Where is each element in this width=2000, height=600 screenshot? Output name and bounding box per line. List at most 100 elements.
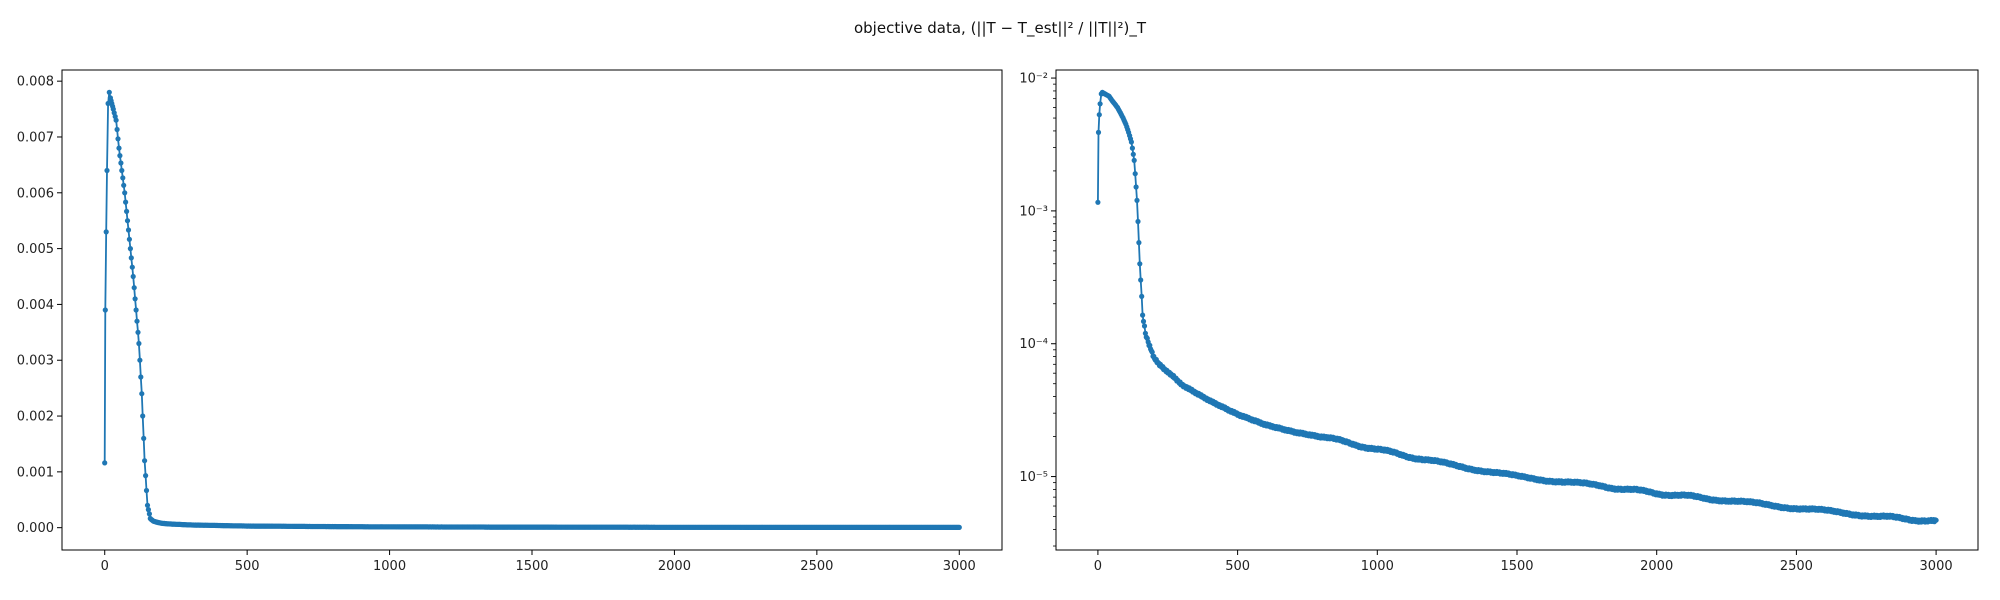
data-point <box>123 199 129 205</box>
linear-series-marks <box>102 89 962 531</box>
data-point <box>122 190 128 196</box>
x-tick-label: 500 <box>235 559 260 574</box>
figure-title: objective data, (||T − T_est||² / ||T||²… <box>854 19 1147 38</box>
data-point <box>1134 197 1140 203</box>
data-point <box>1132 171 1138 177</box>
data-point <box>1131 157 1137 163</box>
data-point <box>1095 199 1101 205</box>
x-tick-label: 2000 <box>658 559 691 574</box>
data-point <box>116 145 122 151</box>
data-point <box>141 435 147 441</box>
data-point <box>1138 277 1144 283</box>
y-tick-label: 10⁻² <box>1019 72 1048 87</box>
y-tick-label: 10⁻⁴ <box>1019 337 1048 352</box>
data-point <box>1137 261 1143 267</box>
data-point <box>145 507 151 513</box>
data-point <box>1097 101 1103 107</box>
data-point <box>127 246 133 252</box>
linear-x-ticks: 0 500 1000 1500 2000 2500 3000 <box>101 550 976 574</box>
x-tick-label: 1500 <box>515 559 548 574</box>
data-point <box>1141 323 1148 329</box>
data-point <box>1149 349 1155 355</box>
x-tick-label: 500 <box>1225 559 1250 574</box>
data-point <box>956 524 962 531</box>
data-point <box>1133 184 1139 190</box>
data-point <box>126 236 132 242</box>
data-point <box>103 229 109 235</box>
series-line <box>103 92 960 529</box>
series-line <box>1097 91 1937 525</box>
data-point <box>1096 112 1102 118</box>
data-point <box>1095 129 1102 135</box>
data-point <box>128 255 134 261</box>
x-tick-label: 1000 <box>1361 559 1394 574</box>
data-point <box>124 208 130 214</box>
data-point <box>144 502 151 508</box>
data-point <box>113 117 119 123</box>
data-point <box>114 126 120 133</box>
data-point <box>134 318 140 324</box>
data-point <box>1135 218 1141 225</box>
x-tick-label: 3000 <box>1920 559 1953 574</box>
x-tick-label: 2500 <box>800 559 833 574</box>
linear-axes-frame <box>61 69 1003 551</box>
y-tick-label: 0.002 <box>17 410 54 425</box>
x-tick-label: 1000 <box>373 559 406 574</box>
data-point <box>138 374 144 380</box>
data-point <box>146 511 152 517</box>
data-point <box>129 264 135 270</box>
data-point <box>136 340 142 347</box>
linear-scale-chart: 0 500 1000 1500 2000 2500 3000 0.000 0.001 0.002… <box>17 69 1003 574</box>
y-tick-label: 0.004 <box>17 298 54 313</box>
log-scale-chart: 0 500 1000 1500 2000 2500 3000 10⁻⁵10⁻⁴10⁻³10⁻… <box>1019 69 1979 574</box>
data-point <box>124 218 131 224</box>
data-point <box>1136 240 1142 246</box>
data-point <box>106 89 112 95</box>
y-tick-label: 0.006 <box>17 186 54 201</box>
data-point <box>1128 139 1134 145</box>
data-point <box>1933 517 1939 523</box>
data-point <box>118 160 124 166</box>
x-tick-label: 3000 <box>943 559 976 574</box>
data-point <box>121 182 127 188</box>
data-point <box>1139 293 1145 299</box>
data-point <box>1140 318 1147 324</box>
x-tick-label: 2500 <box>1780 559 1813 574</box>
data-point <box>137 357 143 363</box>
figure-title-prefix: objective data, <box>854 19 971 37</box>
y-tick-label: 10⁻³ <box>1019 204 1048 219</box>
y-tick-label: 0.003 <box>17 354 54 369</box>
x-tick-label: 1500 <box>1500 559 1533 574</box>
data-point <box>102 307 108 313</box>
data-point <box>133 307 139 313</box>
data-point <box>132 296 138 302</box>
y-tick-label: 0.001 <box>17 465 54 480</box>
y-tick-label: 0.007 <box>17 130 54 145</box>
linear-y-ticks: 0.000 0.001 0.002 0.003 0.004 0.005 0.006 0.007… <box>17 75 62 536</box>
data-point <box>119 167 125 174</box>
log-axes-frame <box>1055 69 1979 551</box>
log-y-ticks: 10⁻⁵ 10⁻⁴ 10⁻³ 10⁻² <box>1019 72 1056 547</box>
data-point <box>104 167 110 174</box>
data-point <box>125 227 132 233</box>
y-tick-label: 0.008 <box>17 75 54 90</box>
y-tick-label: 10⁻⁵ <box>1019 470 1048 485</box>
data-point <box>1140 312 1146 318</box>
data-point <box>140 413 146 419</box>
data-point <box>1130 151 1136 157</box>
data-point <box>115 136 121 142</box>
data-point <box>120 175 126 181</box>
data-point <box>102 460 108 466</box>
x-tick-label: 0 <box>101 559 109 574</box>
figure-title-formula: (||T − T_est||² / ||T||²)_T <box>971 19 1147 38</box>
x-tick-label: 2000 <box>1640 559 1673 574</box>
data-point <box>130 273 136 280</box>
data-point <box>131 285 137 291</box>
data-point <box>1129 145 1135 151</box>
data-point <box>135 329 141 335</box>
log-x-ticks: 0 500 1000 1500 2000 2500 3000 <box>1094 550 1953 574</box>
data-point <box>117 153 123 159</box>
y-tick-label: 0.000 <box>17 521 54 536</box>
data-point <box>143 473 149 479</box>
x-tick-label: 0 <box>1094 559 1102 574</box>
